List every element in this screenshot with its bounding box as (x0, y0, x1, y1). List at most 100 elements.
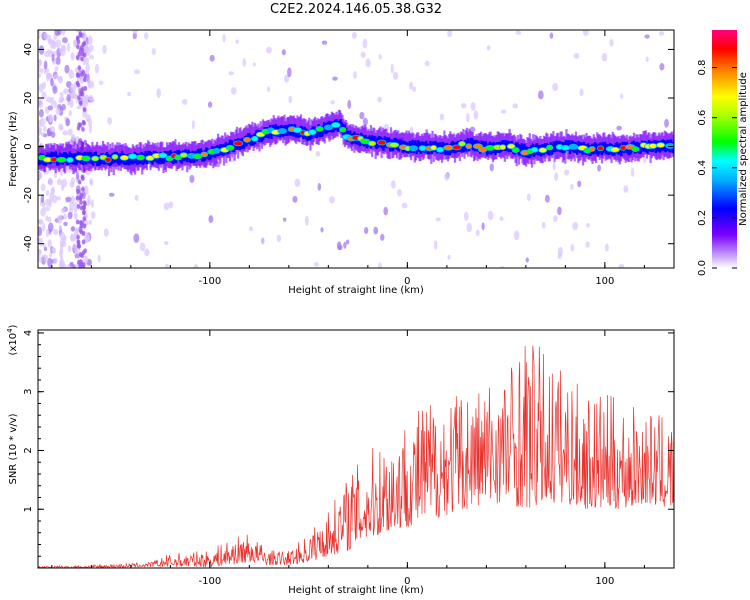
noise-speck (79, 200, 83, 206)
noise-speck (43, 60, 48, 70)
noise-speck (252, 62, 256, 67)
y-tick-label: 1 (23, 506, 34, 512)
x-tick-label: -100 (198, 576, 221, 587)
noise-speck (67, 128, 73, 136)
noise-speck (156, 88, 161, 99)
noise-speck (209, 54, 215, 62)
noise-speck (336, 241, 342, 250)
noise-speck (97, 254, 101, 263)
noise-speck (82, 200, 87, 206)
ridge-blob (648, 143, 658, 149)
ridge-core (595, 143, 598, 155)
noise-speck (70, 195, 75, 205)
noise-speck (61, 37, 68, 44)
noise-speck (604, 243, 609, 252)
noise-speck (292, 195, 298, 203)
noise-speck (424, 60, 430, 67)
ridge-core (322, 122, 326, 133)
noise-speck (48, 177, 53, 186)
noise-speck (69, 83, 76, 94)
ridge-core (519, 145, 522, 156)
noise-speck (557, 206, 562, 216)
noise-speck (500, 265, 505, 268)
noise-speck (98, 80, 104, 86)
ridge-blob (465, 143, 473, 150)
noise-speck (57, 75, 63, 84)
ridge-blob (408, 145, 419, 152)
ridge-blob (561, 144, 570, 151)
ridge-blob (179, 152, 188, 158)
ridge-core (483, 141, 486, 152)
noise-speck (76, 189, 80, 195)
noise-speck (345, 239, 350, 245)
colorbar-tick-label: 0.6 (697, 110, 708, 126)
noise-speck (81, 126, 85, 132)
noise-speck (43, 254, 49, 263)
ridge-blob (307, 129, 317, 136)
noise-speck (55, 56, 61, 65)
y-tick-label: 40 (23, 43, 34, 56)
noise-speck (61, 103, 66, 111)
noise-speck (132, 30, 138, 34)
noise-speck (181, 98, 188, 105)
noise-speck (44, 206, 50, 212)
noise-speck (630, 167, 635, 177)
noise-speck (67, 211, 73, 220)
ridge-blob (376, 139, 387, 146)
noise-speck (412, 86, 416, 93)
ridge-core (242, 138, 246, 149)
noise-speck (191, 120, 195, 130)
noise-speck (89, 179, 93, 186)
noise-speck (38, 172, 43, 179)
noise-speck (41, 81, 47, 90)
noise-speck (47, 73, 52, 79)
ridge-blob (50, 156, 58, 163)
noise-speck (447, 30, 453, 38)
ridge-blob (251, 135, 259, 142)
ridge-core (398, 139, 402, 150)
spectrogram-y-axis-label: Frequency (Hz) (8, 111, 19, 187)
spectrogram-x-axis-label: Height of straight line (km) (288, 285, 424, 296)
noise-speck (85, 200, 92, 206)
noise-speck (512, 103, 518, 109)
noise-speck (193, 264, 199, 268)
ridge-core (118, 154, 121, 166)
ridge-core (64, 152, 67, 163)
noise-speck (409, 126, 414, 133)
noise-speck (68, 110, 72, 117)
noise-speck (48, 113, 53, 123)
noise-speck (39, 117, 46, 127)
ridge-blob (136, 154, 146, 161)
noise-speck (282, 217, 287, 222)
noise-speck (287, 67, 292, 78)
noise-speck (38, 219, 43, 225)
noise-speck (45, 68, 50, 73)
ridge-blob (530, 146, 539, 153)
noise-speck (78, 195, 83, 201)
ridge-core (339, 119, 342, 130)
noise-speck (460, 102, 467, 109)
noise-speck (67, 245, 72, 253)
y-tick-label: 20 (23, 92, 34, 105)
noise-speck (38, 45, 45, 55)
noise-speck (373, 226, 379, 235)
figure-title: C2E2.2024.146.05.38.G32 (269, 2, 443, 17)
noise-speck (72, 39, 79, 46)
snr-frame (37, 329, 675, 569)
noise-speck (552, 215, 558, 223)
noise-speck (168, 201, 174, 209)
noise-speck (58, 259, 65, 268)
noise-speck (38, 226, 43, 237)
noise-speck (61, 178, 68, 188)
noise-speck (466, 112, 470, 123)
ridge-core (639, 143, 642, 154)
noise-speck (433, 240, 438, 250)
noise-speck (43, 125, 47, 133)
noise-speck (82, 110, 88, 118)
noise-speck (378, 54, 382, 60)
noise-speck (81, 69, 86, 75)
noise-speck (585, 241, 590, 248)
noise-speck (76, 105, 82, 110)
noise-speck (63, 221, 68, 227)
noise-speck (52, 228, 59, 236)
